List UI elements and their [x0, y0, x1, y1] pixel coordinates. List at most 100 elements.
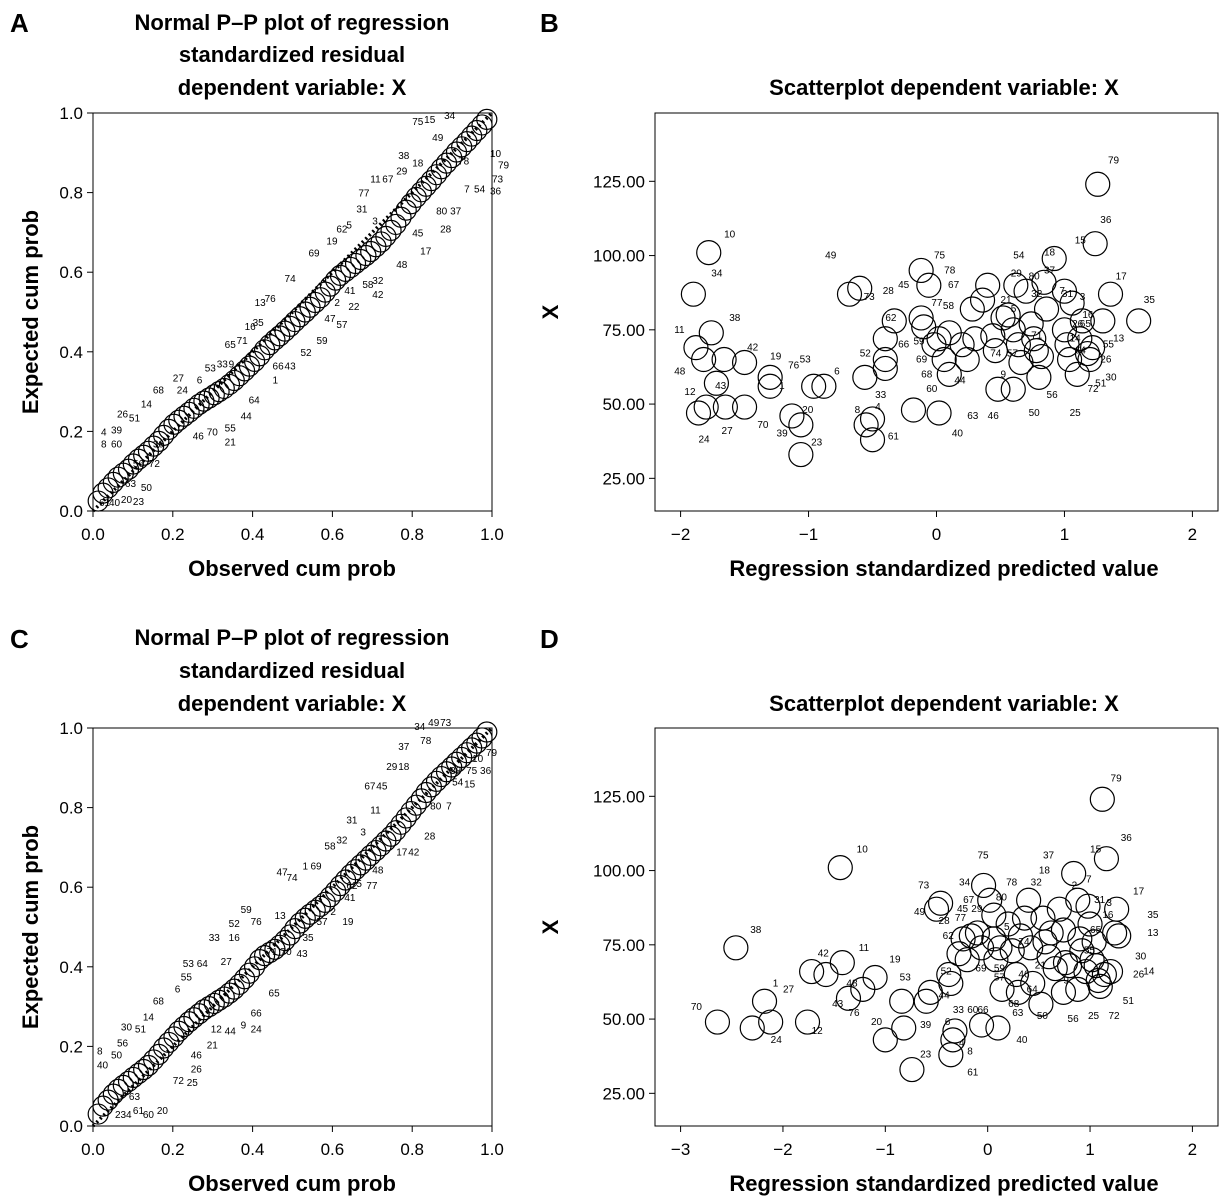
data-point [234, 968, 256, 990]
data-point [1075, 893, 1101, 919]
y-tick-label: 0.0 [59, 502, 83, 521]
point-label: 61 [967, 1068, 979, 1079]
data-point [1065, 976, 1091, 1002]
x-tick-label: 1 [1085, 1140, 1094, 1159]
data-point [1067, 326, 1093, 352]
chart-title: Scatterplot dependent variable: X [769, 691, 1119, 716]
point-label: 11 [370, 175, 381, 186]
point-label: 77 [931, 298, 943, 309]
point-label: 1 [779, 381, 785, 392]
data-point [981, 902, 1007, 928]
y-axis-label: Expected cum prob [18, 825, 43, 1029]
data-point [390, 206, 412, 228]
point-label: 2 [330, 907, 336, 918]
data-point [451, 136, 473, 158]
point-label: 45 [376, 782, 388, 793]
point-label: 35 [1147, 910, 1159, 921]
point-label: 9 [1000, 369, 1006, 380]
point-label: 11 [859, 943, 870, 954]
data-point [731, 394, 758, 420]
point-label: 54 [452, 778, 464, 789]
point-label: 28 [883, 286, 895, 297]
data-point [380, 219, 402, 242]
point-label: 32 [372, 276, 384, 287]
point-label: 37 [1044, 265, 1056, 276]
point-label: 26 [1072, 319, 1084, 330]
data-point [279, 924, 301, 946]
y-tick-label: 0.4 [59, 343, 83, 362]
data-point [859, 406, 886, 432]
chart-title: Scatterplot dependent variable: X [769, 75, 1119, 100]
y-tick-label: 1.0 [59, 104, 83, 123]
y-tick-label: 25.00 [602, 1084, 645, 1103]
point-label: 71 [267, 947, 279, 958]
x-tick-label: 2 [1188, 1140, 1197, 1159]
point-label: 41 [344, 286, 356, 297]
point-label: 60 [967, 1005, 979, 1016]
point-label: 43 [715, 381, 727, 392]
data-point [936, 361, 962, 387]
point-label: 63 [125, 479, 137, 490]
point-label: 66 [977, 1005, 989, 1016]
point-label: 76 [265, 294, 277, 305]
point-label: 30 [1135, 952, 1147, 963]
point-label: 52 [941, 967, 953, 978]
data-point [193, 999, 215, 1021]
data-point [942, 1018, 968, 1044]
point-label: 10 [724, 230, 736, 241]
y-tick-label: 0.2 [59, 422, 83, 441]
point-label: 48 [846, 978, 858, 989]
point-label: 32 [336, 835, 348, 846]
x-tick-label: −2 [671, 525, 690, 544]
data-point [203, 992, 225, 1015]
data-point [926, 400, 952, 426]
point-label: 1 [302, 861, 308, 872]
point-label: 37 [398, 742, 410, 753]
data-point [927, 890, 954, 916]
point-label: 48 [674, 366, 686, 377]
point-label: 13 [1147, 928, 1159, 939]
data-point [385, 213, 407, 236]
point-label: 49 [428, 718, 440, 729]
data-point [703, 370, 730, 396]
point-label: 66 [251, 1009, 263, 1020]
point-label: 77 [366, 881, 378, 892]
point-label: 32 [1031, 289, 1043, 300]
y-tick-label: 1.0 [59, 719, 83, 738]
point-label: 39 [777, 429, 789, 440]
data-point [680, 281, 706, 307]
data-point [456, 131, 478, 153]
data-point [1067, 926, 1093, 952]
point-label: 15 [424, 115, 436, 126]
point-label: 24 [251, 1024, 263, 1035]
point-label: 46 [193, 431, 205, 442]
point-label: 40 [952, 429, 964, 440]
panel-letter: C [10, 624, 29, 654]
point-label: 21 [225, 437, 237, 448]
x-axis-label: Regression standardized predicted value [729, 556, 1158, 581]
data-point [1087, 973, 1113, 1000]
data-point [249, 345, 271, 367]
data-point [987, 935, 1013, 961]
point-label: 14 [141, 400, 153, 411]
point-label: 48 [372, 865, 384, 876]
point-label: 36 [1100, 215, 1112, 226]
data-point [1080, 335, 1106, 361]
point-label: 55 [1084, 946, 1096, 957]
point-label: 61 [99, 498, 111, 509]
point-label: 49 [914, 907, 926, 918]
data-point [1026, 364, 1052, 390]
point-label: 59 [241, 905, 253, 916]
data-point [968, 1012, 995, 1038]
panel-letter: A [10, 8, 29, 38]
point-label: 45 [412, 228, 424, 239]
point-label: 234 [115, 1110, 132, 1121]
point-label: 68 [153, 997, 165, 1008]
point-label: 64 [249, 396, 261, 407]
point-label: 23 [811, 438, 823, 449]
point-label: 49 [432, 133, 444, 144]
data-point [970, 872, 997, 899]
data-point [900, 397, 927, 423]
y-tick-label: 50.00 [602, 1010, 645, 1029]
